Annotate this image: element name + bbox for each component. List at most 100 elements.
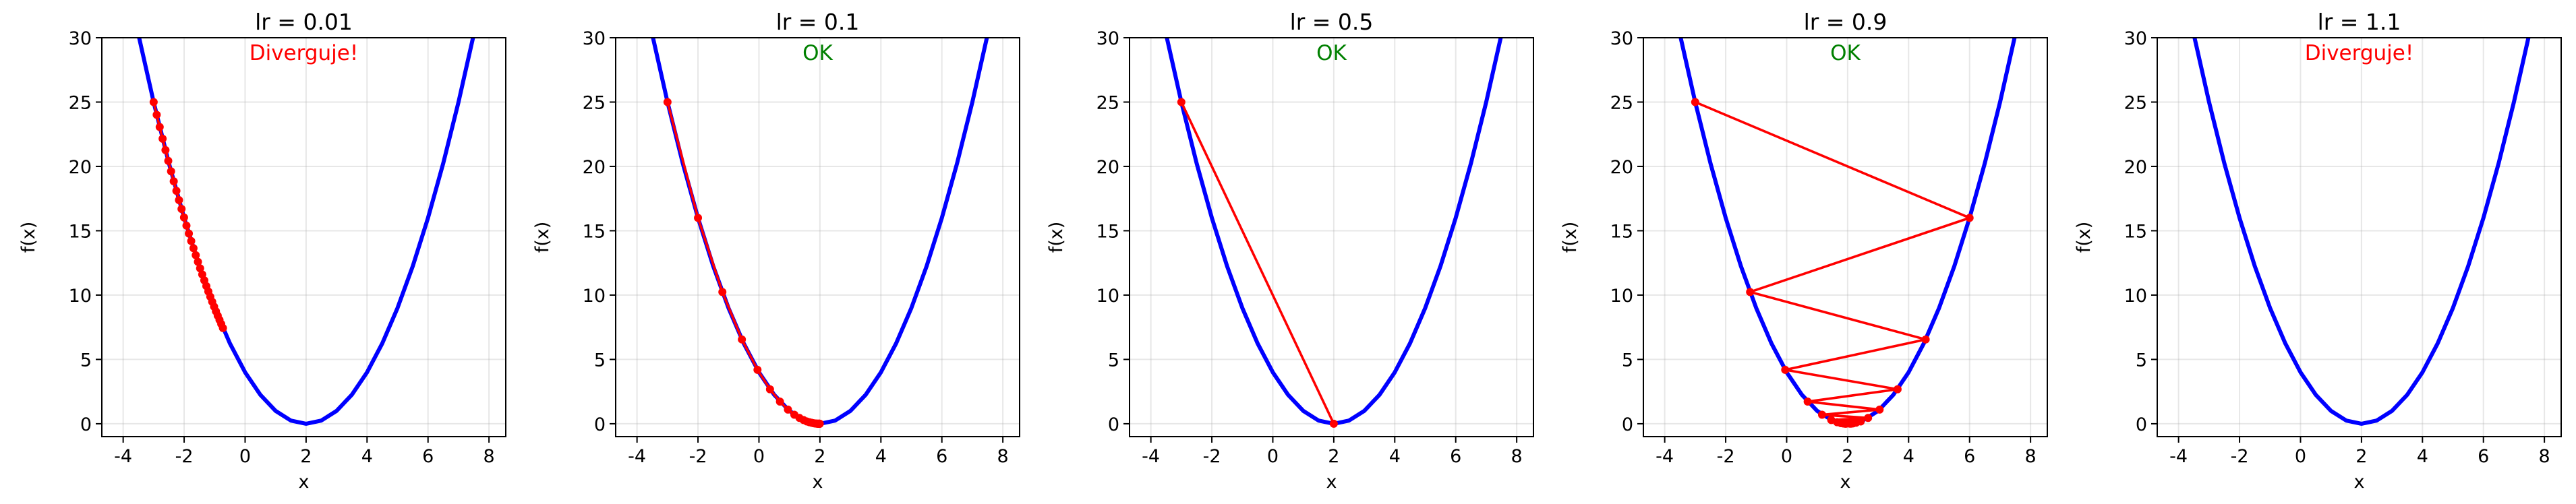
trajectory-point xyxy=(1177,98,1185,106)
y-tick-label: 0 xyxy=(2136,414,2147,435)
x-tick-label: 0 xyxy=(2295,446,2306,467)
trajectory-point xyxy=(1921,335,1930,344)
y-tick-label: 25 xyxy=(1096,92,1119,113)
y-tick-label: 10 xyxy=(2124,286,2147,307)
plot-area xyxy=(651,38,989,428)
trajectory xyxy=(1695,100,1973,425)
y-tick-label: 25 xyxy=(2124,92,2147,113)
trajectory-point xyxy=(155,123,164,131)
y-tick-label: 5 xyxy=(2136,350,2147,371)
x-tick-label: -2 xyxy=(689,446,707,467)
x-tick-label: 8 xyxy=(2539,446,2550,467)
trajectory-point xyxy=(1329,419,1338,428)
x-tick-label: 0 xyxy=(239,446,251,467)
trajectory-point xyxy=(1893,385,1902,393)
trajectory-point xyxy=(185,229,194,238)
y-tick-label: 10 xyxy=(583,286,606,307)
y-tick-label: 15 xyxy=(2124,221,2147,242)
x-tick-label: 0 xyxy=(1781,446,1792,467)
x-tick-label: -2 xyxy=(2231,446,2249,467)
trajectory-point xyxy=(775,398,784,406)
y-tick-label: 0 xyxy=(80,414,92,435)
trajectory-point xyxy=(694,214,703,222)
axes-frame xyxy=(615,37,1020,437)
x-tick-label: 6 xyxy=(1964,446,1975,467)
x-tick-label: 8 xyxy=(484,446,495,467)
x-tick-label: -2 xyxy=(1203,446,1221,467)
trajectory-point xyxy=(182,221,191,230)
plot-area xyxy=(137,38,475,426)
trajectory-point xyxy=(194,257,202,266)
trajectory-point xyxy=(815,419,824,428)
trajectory-point xyxy=(1781,365,1790,374)
trajectory xyxy=(666,102,820,425)
trajectory-point xyxy=(192,251,200,259)
trajectory-point xyxy=(663,98,672,106)
trajectory-point xyxy=(189,244,198,253)
y-tick-label: 5 xyxy=(80,350,92,371)
y-tick-label: 30 xyxy=(583,28,606,49)
trajectory-point xyxy=(1842,419,1850,428)
y-tick-label: 5 xyxy=(1622,350,1633,371)
y-tick-label: 30 xyxy=(1610,28,1633,49)
trajectory-point xyxy=(765,385,774,393)
y-tick-label: 20 xyxy=(69,157,92,178)
y-tick-label: 15 xyxy=(583,221,606,242)
trajectory-point xyxy=(152,111,161,119)
annotation: OK xyxy=(1830,41,1861,65)
y-tick-label: 30 xyxy=(2124,28,2147,49)
y-tick-label: 10 xyxy=(1610,286,1633,307)
curve xyxy=(2192,38,2531,426)
x-tick-label: 2 xyxy=(1328,446,1339,467)
y-tick-label: 15 xyxy=(1610,221,1633,242)
x-tick-label: 0 xyxy=(753,446,765,467)
y-tick-label: 20 xyxy=(583,157,606,178)
x-tick-label: 8 xyxy=(2025,446,2037,467)
y-tick-label: 5 xyxy=(1108,350,1119,371)
y-tick-label: 15 xyxy=(69,221,92,242)
y-tick-label: 20 xyxy=(2124,157,2147,178)
x-tick-label: -4 xyxy=(2169,446,2188,467)
trajectory-point xyxy=(784,405,792,414)
plot-area xyxy=(1165,38,1503,428)
y-axis-label: f(x) xyxy=(1046,222,1067,253)
x-tick-label: 6 xyxy=(2478,446,2489,467)
trajectory-point xyxy=(164,156,173,165)
x-tick-label: -4 xyxy=(1656,446,1674,467)
trajectory-point xyxy=(738,335,747,344)
x-axis-label: x xyxy=(299,472,310,493)
y-tick-label: 15 xyxy=(1096,221,1119,242)
trajectory-point xyxy=(187,237,196,245)
x-axis-label: x xyxy=(1326,472,1337,493)
subplot-title: lr = 0.1 xyxy=(776,9,860,35)
x-tick-label: 0 xyxy=(1267,446,1279,467)
annotation: Diverguje! xyxy=(250,41,359,65)
plot-area xyxy=(1678,38,2017,428)
x-tick-label: 6 xyxy=(936,446,947,467)
x-tick-label: 2 xyxy=(814,446,825,467)
trajectory xyxy=(1180,101,1335,424)
x-tick-label: -4 xyxy=(628,446,646,467)
x-tick-label: 4 xyxy=(2417,446,2428,467)
subplot-title: lr = 0.9 xyxy=(1804,9,1887,35)
y-axis-label: f(x) xyxy=(18,222,39,253)
y-tick-label: 5 xyxy=(594,350,606,371)
trajectory-point xyxy=(218,323,227,332)
subplot: -4 -2 0 2 4 6 8 0 5 10 15 20 25 30 lr = 0.9 OK x f(x) xyxy=(1560,9,2048,493)
trajectory-point xyxy=(161,146,170,154)
trajectory-point xyxy=(1803,398,1812,406)
trajectory-point xyxy=(167,167,175,176)
x-tick-label: 4 xyxy=(361,446,373,467)
trajectory-point xyxy=(718,288,727,296)
trajectory-point xyxy=(149,98,158,106)
trajectory-point xyxy=(175,196,183,205)
y-tick-label: 20 xyxy=(1610,157,1633,178)
annotation: Diverguje! xyxy=(2305,41,2414,65)
trajectory-point xyxy=(1965,214,1974,222)
subplot: -4 -2 0 2 4 6 8 0 5 10 15 20 25 30 lr = 1.1 Diverguje! x… xyxy=(2074,9,2562,493)
y-tick-label: 25 xyxy=(69,92,92,113)
y-axis-label: f(x) xyxy=(532,222,553,253)
y-tick-label: 0 xyxy=(1108,414,1119,435)
trajectory-point xyxy=(1875,405,1884,414)
x-tick-label: -2 xyxy=(1717,446,1735,467)
